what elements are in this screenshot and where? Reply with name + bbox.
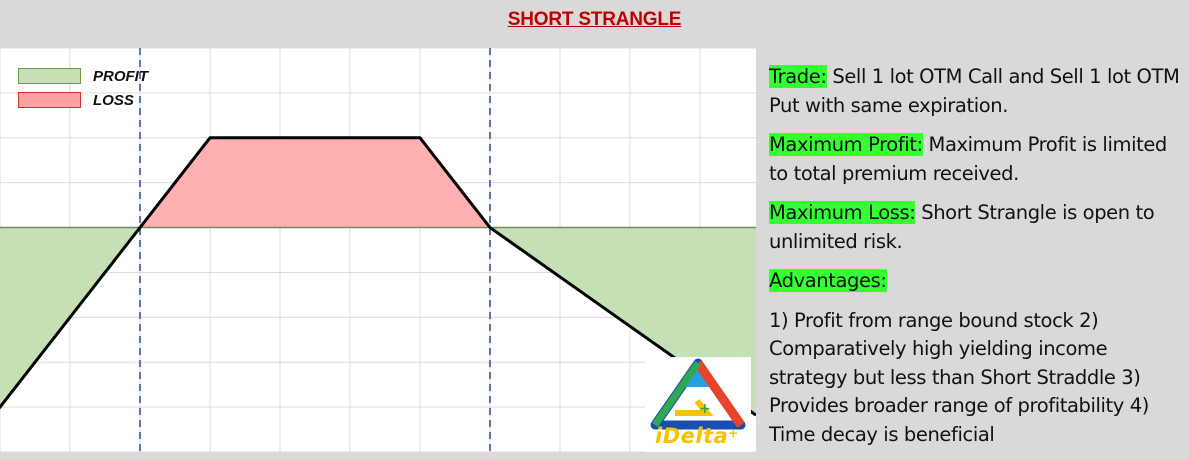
max-loss-label: Maximum Loss: bbox=[769, 201, 916, 224]
max-profit-text: Maximum Profit is limited to total premi… bbox=[769, 133, 1167, 185]
max-loss-section: Maximum Loss: Short Strangle is open to … bbox=[769, 199, 1181, 256]
svg-text:+: + bbox=[699, 401, 711, 417]
loss-region bbox=[140, 137, 490, 228]
payoff-line bbox=[0, 136, 756, 417]
payoff-chart-svg bbox=[0, 48, 756, 452]
advantages-list: 1) Profit from range bound stock 2) Comp… bbox=[769, 307, 1181, 450]
profit-swatch bbox=[18, 68, 81, 84]
max-profit-section: Maximum Profit: Maximum Profit is limite… bbox=[769, 131, 1181, 188]
trade-section: Trade: Sell 1 lot OTM Call and Sell 1 lo… bbox=[769, 63, 1181, 120]
profit-region-right bbox=[490, 227, 756, 452]
trade-text: Sell 1 lot OTM Call and Sell 1 lot OTM P… bbox=[769, 65, 1180, 117]
legend-item-loss: LOSS bbox=[18, 88, 148, 112]
trade-label: Trade: bbox=[769, 65, 827, 88]
advantages-label: Advantages: bbox=[769, 269, 887, 292]
logo-triangle-icon: + bbox=[650, 358, 746, 430]
legend-label-loss: LOSS bbox=[93, 91, 134, 109]
logo-plus-mark: + bbox=[728, 426, 739, 440]
advantages-section: Advantages: bbox=[769, 267, 1181, 296]
strategy-description: Trade: Sell 1 lot OTM Call and Sell 1 lo… bbox=[769, 63, 1181, 460]
payoff-chart: PROFIT LOSS + iDelta+ bbox=[0, 48, 756, 452]
profit-region-left bbox=[0, 227, 140, 452]
chart-legend: PROFIT LOSS bbox=[18, 64, 148, 112]
logo-wordmark: iDelta bbox=[655, 424, 729, 448]
loss-swatch bbox=[18, 92, 81, 108]
legend-item-profit: PROFIT bbox=[18, 64, 148, 88]
logo-text: iDelta+ bbox=[655, 424, 739, 448]
max-loss-text: Short Strangle is open to unlimited risk… bbox=[769, 201, 1155, 253]
advantages-text: 1) Profit from range bound stock 2) Comp… bbox=[769, 308, 1149, 446]
idelta-logo: + iDelta+ bbox=[645, 357, 751, 452]
page-title: SHORT STRANGLE bbox=[507, 9, 682, 30]
legend-label-profit: PROFIT bbox=[93, 67, 148, 85]
max-profit-label: Maximum Profit: bbox=[769, 133, 923, 156]
